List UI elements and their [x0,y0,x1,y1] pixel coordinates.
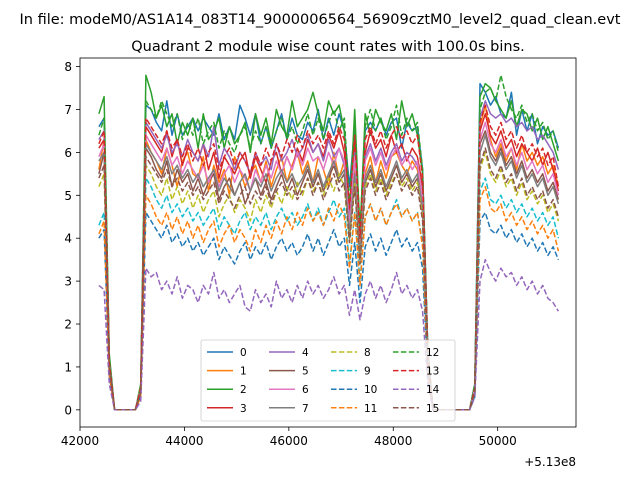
legend-label-0: 0 [240,347,247,359]
x-tick-label-1: 44000 [165,434,203,448]
series-line-12 [98,74,560,411]
y-tick-label-3: 3 [64,275,72,289]
y-tick-label-5: 5 [64,189,72,203]
legend-label-6: 6 [302,384,309,396]
legend-label-7: 7 [302,403,309,415]
y-tick-label-4: 4 [64,232,72,246]
y-tick-label-8: 8 [64,60,72,74]
legend-label-9: 9 [364,366,371,378]
y-tick-label-7: 7 [64,103,72,117]
x-tick-label-3: 48000 [374,434,412,448]
series-line-7 [98,134,560,411]
series-line-0 [98,82,560,411]
series-line-2 [98,74,560,411]
series-line-10 [98,211,560,411]
series-line-15 [98,147,560,411]
legend-label-10: 10 [364,384,377,396]
y-tick-label-0: 0 [64,403,72,417]
series-line-4 [98,100,560,411]
legend-label-14: 14 [426,384,440,396]
series-line-8 [98,151,560,411]
legend-box [200,339,456,422]
legend-label-2: 2 [240,384,247,396]
x-tick-label-0: 42000 [61,434,99,448]
series-line-13 [98,104,560,411]
legend-label-15: 15 [426,403,439,415]
y-tick-label-1: 1 [64,360,72,374]
series-line-11 [98,185,560,411]
legend-label-12: 12 [426,347,439,359]
legend-label-13: 13 [426,366,439,378]
x-tick-label-2: 46000 [270,434,308,448]
x-axis: 42000 44000 46000 48000 50000 [61,427,517,448]
legend-label-5: 5 [302,366,309,378]
legend-label-1: 1 [240,366,247,378]
legend-label-4: 4 [302,347,309,359]
y-tick-label-6: 6 [64,146,72,160]
y-tick-label-2: 2 [64,318,72,332]
series-line-14 [98,258,560,411]
legend-label-3: 3 [240,403,247,415]
y-axis: 0 1 2 3 4 5 6 7 8 [64,60,80,417]
x-tick-label-4: 50000 [479,434,517,448]
series-layer [98,74,560,411]
legend-label-8: 8 [364,347,371,359]
series-line-6 [98,121,560,411]
series-line-9 [98,177,560,411]
legend-label-11: 11 [364,403,377,415]
axes-frame [79,57,577,428]
figure-suptitle: In file: modeM0/AS1A14_083T14_9000006564… [20,12,621,28]
chart-title: Quadrant 2 module wise count rates with … [131,39,525,55]
x-offset-label: +5.13e8 [524,455,576,469]
